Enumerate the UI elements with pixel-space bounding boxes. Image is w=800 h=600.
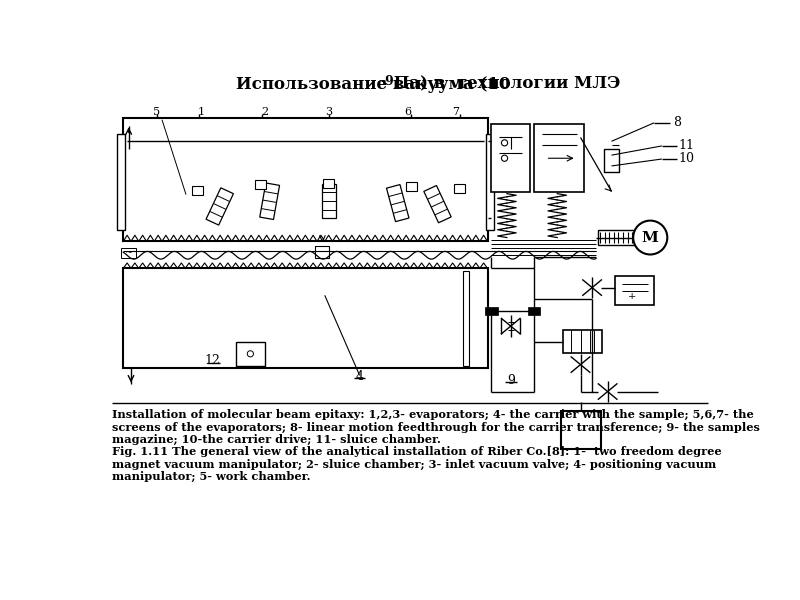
Text: 10: 10 bbox=[678, 152, 694, 165]
Text: 6: 6 bbox=[404, 107, 411, 117]
Bar bbox=[121, 248, 137, 259]
Text: 11: 11 bbox=[678, 139, 694, 152]
Bar bbox=[604, 149, 619, 172]
Text: 1: 1 bbox=[198, 107, 205, 117]
Bar bbox=[123, 118, 487, 241]
Bar bbox=[315, 246, 330, 259]
Circle shape bbox=[634, 221, 667, 254]
Bar bbox=[561, 411, 602, 449]
Text: M: M bbox=[642, 230, 658, 245]
Polygon shape bbox=[322, 184, 336, 218]
Polygon shape bbox=[206, 188, 234, 225]
Bar bbox=[192, 186, 203, 196]
Ellipse shape bbox=[570, 422, 593, 439]
Polygon shape bbox=[386, 185, 409, 221]
Bar bbox=[406, 182, 417, 191]
Circle shape bbox=[458, 188, 462, 193]
Text: manipulator; 5- work chamber.: manipulator; 5- work chamber. bbox=[112, 471, 310, 482]
Text: Использование вакуума (10: Использование вакуума (10 bbox=[236, 76, 510, 93]
Bar bbox=[615, 276, 654, 305]
Text: ~: ~ bbox=[125, 248, 133, 257]
Circle shape bbox=[409, 187, 414, 191]
Text: 7: 7 bbox=[452, 107, 459, 117]
Bar bbox=[528, 307, 540, 314]
Text: 2: 2 bbox=[261, 107, 268, 117]
Bar bbox=[117, 134, 125, 230]
Polygon shape bbox=[260, 183, 279, 220]
Text: 8: 8 bbox=[674, 116, 682, 128]
Text: 12: 12 bbox=[205, 354, 220, 367]
Text: 3: 3 bbox=[325, 107, 332, 117]
Bar bbox=[323, 179, 334, 188]
Text: -9: -9 bbox=[381, 75, 394, 88]
Bar bbox=[534, 124, 584, 192]
Bar bbox=[454, 184, 465, 193]
Circle shape bbox=[258, 184, 263, 189]
Bar bbox=[462, 271, 469, 366]
Text: Installation of molecular beam epitaxy: 1,2,3- evaporators; 4- the carrier with : Installation of molecular beam epitaxy: … bbox=[112, 409, 754, 421]
Circle shape bbox=[326, 184, 331, 188]
Text: 4: 4 bbox=[356, 370, 364, 383]
Text: screens of the evaporators; 8- linear motion feedthrough for the carrier transfe: screens of the evaporators; 8- linear mo… bbox=[112, 422, 759, 433]
Polygon shape bbox=[424, 185, 451, 223]
Circle shape bbox=[195, 191, 200, 196]
Text: Fig. 1.11 The general view of the analytical installation of Riber Co.[8]: 1-  t: Fig. 1.11 The general view of the analyt… bbox=[112, 446, 722, 457]
Bar bbox=[491, 124, 530, 192]
Bar bbox=[598, 230, 634, 245]
Text: Па) в  технологии МЛЭ: Па) в технологии МЛЭ bbox=[388, 76, 621, 93]
Text: 9: 9 bbox=[507, 373, 514, 386]
Circle shape bbox=[502, 140, 508, 146]
Bar bbox=[563, 330, 602, 353]
Bar bbox=[486, 134, 494, 230]
Text: magazine; 10-the carrier drive; 11- sluice chamber.: magazine; 10-the carrier drive; 11- slui… bbox=[112, 434, 441, 445]
Circle shape bbox=[247, 351, 254, 357]
Bar bbox=[123, 268, 487, 368]
Text: magnet vacuum manipulator; 2- sluice chamber; 3- inlet vacuum valve; 4- position: magnet vacuum manipulator; 2- sluice cha… bbox=[112, 458, 716, 470]
Bar bbox=[236, 341, 265, 366]
Circle shape bbox=[502, 155, 508, 161]
Bar bbox=[255, 179, 266, 189]
Bar bbox=[485, 307, 498, 314]
Text: 5: 5 bbox=[153, 107, 160, 117]
Text: +: + bbox=[627, 292, 636, 301]
